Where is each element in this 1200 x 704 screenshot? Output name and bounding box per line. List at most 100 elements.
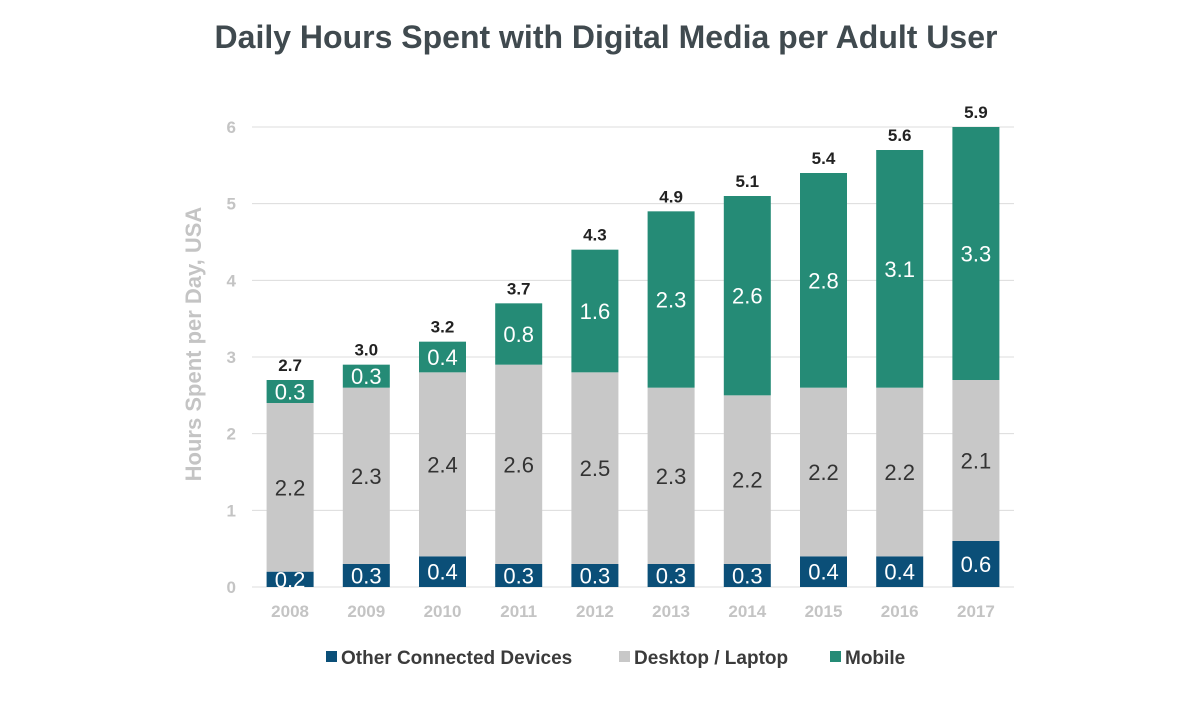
y-tick-label: 6	[227, 118, 236, 137]
bar-segment	[876, 150, 924, 388]
y-tick-labels: 0 1 2 3 4 5 6	[227, 118, 237, 597]
bar-segment	[342, 387, 390, 564]
segment-value-label: 0.3	[656, 564, 687, 589]
segment-value-label: 0.3	[351, 364, 382, 389]
y-tick-label: 4	[227, 271, 237, 290]
bar-segment	[266, 403, 314, 572]
y-axis-label: Hours Spent per Day, USA	[181, 207, 206, 482]
x-tick-labels: 2008 2009 2010 2011 2012 2013 2014 2015 2016 2017	[271, 602, 995, 621]
bar-total-label: 3.0	[354, 341, 378, 360]
chart-title: Daily Hours Spent with Digital Media per…	[215, 19, 998, 55]
segment-value-label: 2.3	[656, 288, 687, 313]
legend: Other Connected Devices Desktop / Laptop M…	[326, 648, 905, 669]
bar-segment	[495, 364, 543, 564]
segment-value-label: 3.1	[884, 257, 915, 282]
bar-total-label: 2.7	[278, 356, 302, 375]
x-tick-label: 2009	[347, 602, 385, 621]
bar-total-label: 5.9	[964, 103, 988, 122]
x-tick-label: 2017	[957, 602, 995, 621]
legend-label: Desktop / Laptop	[634, 648, 788, 669]
segment-value-label: 3.3	[961, 242, 992, 267]
bar-total-label: 4.9	[659, 187, 683, 206]
x-tick-label: 2013	[652, 602, 690, 621]
bar-stack: 0.3 2.2 2.6 5.1	[723, 172, 771, 589]
bar-segment	[266, 571, 314, 587]
segment-value-label: 0.4	[427, 560, 458, 585]
bar-segment	[419, 556, 466, 587]
segment-value-label: 0.3	[503, 564, 534, 589]
bar-segment	[571, 372, 619, 564]
x-tick-label: 2016	[881, 602, 919, 621]
segment-value-label: 0.8	[503, 322, 534, 347]
bar-stack: 0.4 2.2 3.1 5.6	[876, 126, 924, 587]
segment-value-label: 1.6	[580, 299, 611, 324]
segment-value-label: 2.4	[427, 452, 458, 477]
y-tick-label: 3	[227, 348, 236, 367]
y-tick-label: 5	[227, 195, 236, 214]
segment-value-label: 0.4	[427, 345, 458, 370]
bar-total-label: 5.1	[735, 172, 759, 191]
x-tick-label: 2012	[576, 602, 614, 621]
bar-segment	[723, 395, 771, 564]
bar-total-label: 5.6	[888, 126, 912, 145]
bar-segment	[342, 564, 390, 587]
bar-segment	[342, 364, 390, 388]
bars: 0.22.20.32.70.32.30.33.00.42.40.43.20.32…	[266, 103, 1000, 592]
legend-swatch	[619, 651, 630, 662]
bar-stack: 0.4 2.2 2.8 5.4	[800, 149, 847, 587]
bar-stack: 0.4 2.4 0.4 3.2	[419, 318, 466, 587]
bar-segment	[876, 387, 924, 557]
segment-value-label: 2.6	[732, 284, 763, 309]
x-tick-label: 2010	[424, 602, 462, 621]
legend-swatch	[830, 651, 841, 662]
legend-label: Mobile	[845, 648, 905, 669]
legend-item: Mobile	[830, 648, 905, 669]
segment-value-label: 2.2	[808, 460, 839, 485]
bar-segment	[952, 380, 1000, 541]
bar-segment	[952, 541, 1000, 587]
bar-segment	[419, 341, 466, 373]
bar-segment	[647, 564, 695, 587]
segment-value-label: 2.6	[503, 452, 534, 477]
bar-segment	[800, 556, 847, 587]
segment-value-label: 2.2	[732, 468, 763, 493]
bar-total-label: 3.2	[431, 318, 455, 337]
segment-value-label: 0.3	[732, 564, 763, 589]
bar-stack: 0.3 2.3 2.3 4.9	[647, 187, 695, 589]
legend-item: Other Connected Devices	[326, 648, 572, 669]
segment-value-label: 2.1	[961, 449, 992, 474]
segment-value-label: 0.3	[580, 564, 611, 589]
legend-swatch	[326, 651, 337, 662]
bar-segment	[495, 564, 543, 587]
segment-value-label: 2.5	[580, 456, 611, 481]
bar-segment	[952, 127, 1000, 380]
segment-value-label: 0.6	[961, 552, 992, 577]
x-tick-label: 2014	[728, 602, 766, 621]
bar-stack: 0.3 2.5 1.6 4.3	[571, 226, 619, 589]
segment-value-label: 2.3	[351, 464, 382, 489]
bar-stack: 0.22.20.32.7	[266, 356, 314, 592]
bar-total-label: 4.3	[583, 226, 607, 245]
segment-value-label: 0.4	[808, 560, 839, 585]
bar-stack: 0.6 2.1 3.3 5.9	[952, 103, 1000, 587]
bar-segment	[800, 387, 847, 557]
bar-segment	[419, 372, 466, 557]
segment-value-label: 2.3	[656, 464, 687, 489]
segment-value-label: 0.4	[884, 560, 915, 585]
y-tick-label: 1	[227, 501, 236, 520]
bar-total-label: 3.7	[507, 279, 531, 298]
segment-value-label: 2.2	[275, 475, 306, 500]
segment-value-label: 0.3	[351, 564, 382, 589]
bar-stack: 0.3 2.6 0.8 3.7	[495, 279, 543, 589]
segment-value-label: 0.3	[275, 380, 306, 405]
segment-value-label: 2.2	[884, 460, 915, 485]
segment-value-label: 2.8	[808, 268, 839, 293]
bar-segment	[571, 564, 619, 587]
bar-segment	[723, 196, 771, 396]
x-tick-label: 2008	[271, 602, 309, 621]
bar-stack: 0.3 2.3 0.3 3.0	[342, 341, 390, 589]
bar-segment	[876, 556, 924, 587]
bar-segment	[723, 564, 771, 587]
bar-segment	[647, 211, 695, 388]
